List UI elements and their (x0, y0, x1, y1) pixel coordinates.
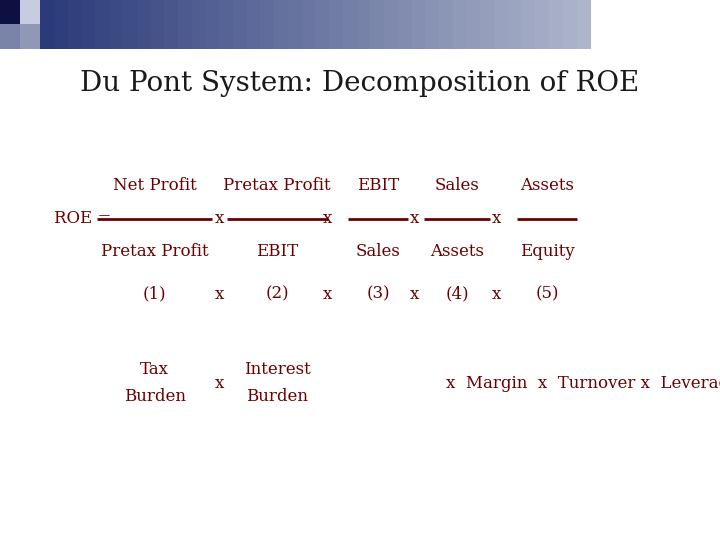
Bar (192, 0, 206, 49)
Bar (521, 0, 536, 49)
Bar (20, 24, 40, 49)
Bar (343, 0, 357, 49)
Bar (384, 0, 399, 49)
Bar (164, 0, 179, 49)
Text: x: x (215, 375, 225, 392)
Bar (563, 0, 577, 49)
Bar (137, 0, 151, 49)
Bar (426, 0, 440, 49)
Text: x  Margin  x  Turnover x  Leverage: x Margin x Turnover x Leverage (446, 375, 720, 392)
Text: x: x (409, 286, 419, 303)
Bar (453, 0, 467, 49)
Bar (508, 0, 522, 49)
Bar (412, 0, 426, 49)
Text: x: x (215, 210, 225, 227)
Text: Burden: Burden (246, 388, 308, 406)
Text: x: x (323, 286, 333, 303)
Bar (261, 0, 275, 49)
Bar (109, 0, 124, 49)
Text: x: x (492, 286, 502, 303)
Text: Du Pont System: Decomposition of ROE: Du Pont System: Decomposition of ROE (81, 70, 639, 97)
Bar (40, 0, 55, 49)
Text: Burden: Burden (124, 388, 186, 406)
Bar (439, 0, 454, 49)
Text: Sales: Sales (356, 243, 400, 260)
Bar (123, 0, 138, 49)
Bar (219, 0, 233, 49)
Text: x: x (409, 210, 419, 227)
Text: (3): (3) (366, 286, 390, 303)
Bar (81, 0, 96, 49)
Text: (5): (5) (536, 286, 559, 303)
Bar (536, 0, 550, 49)
Bar (370, 0, 384, 49)
Text: x: x (492, 210, 502, 227)
Bar (329, 0, 343, 49)
Bar (20, 0, 40, 24)
Bar (0, 0, 20, 24)
Text: EBIT: EBIT (357, 178, 399, 194)
Text: EBIT: EBIT (256, 243, 298, 260)
Text: ROE =: ROE = (54, 210, 112, 227)
Text: (1): (1) (143, 286, 166, 303)
Bar (0, 24, 20, 49)
Bar (246, 0, 261, 49)
Text: Equity: Equity (520, 243, 575, 260)
Text: (4): (4) (446, 286, 469, 303)
Bar (494, 0, 508, 49)
Text: Interest: Interest (244, 361, 310, 379)
Text: (2): (2) (266, 286, 289, 303)
Bar (274, 0, 289, 49)
Bar (54, 0, 68, 49)
Text: Assets: Assets (431, 243, 484, 260)
Text: x: x (215, 286, 225, 303)
Text: x: x (323, 210, 333, 227)
Bar (467, 0, 481, 49)
Bar (233, 0, 248, 49)
Bar (95, 0, 109, 49)
Text: Assets: Assets (521, 178, 575, 194)
Bar (150, 0, 165, 49)
Text: Tax: Tax (140, 361, 169, 379)
Bar (356, 0, 371, 49)
Bar (398, 0, 413, 49)
Text: Sales: Sales (435, 178, 480, 194)
Bar (302, 0, 316, 49)
Bar (315, 0, 330, 49)
Bar (288, 0, 302, 49)
Bar (178, 0, 192, 49)
Text: Net Profit: Net Profit (113, 178, 197, 194)
Text: Pretax Profit: Pretax Profit (101, 243, 209, 260)
Bar (205, 0, 220, 49)
Bar (577, 0, 591, 49)
Text: Pretax Profit: Pretax Profit (223, 178, 331, 194)
Bar (68, 0, 82, 49)
Bar (480, 0, 495, 49)
Bar (549, 0, 564, 49)
